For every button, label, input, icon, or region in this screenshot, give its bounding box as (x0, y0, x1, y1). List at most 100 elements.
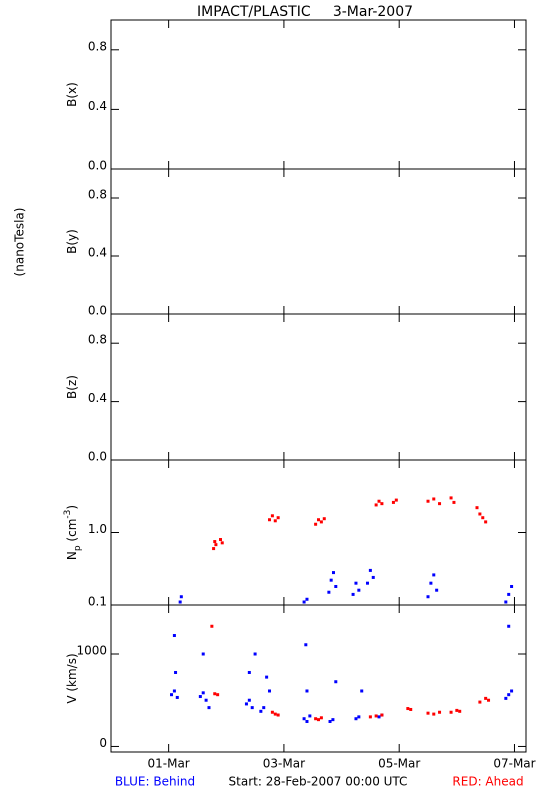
data-point (302, 717, 306, 721)
data-point (210, 624, 214, 628)
data-point (429, 581, 433, 585)
data-point (328, 719, 332, 723)
y-axis-label: B(x) (65, 82, 79, 107)
data-point (250, 706, 254, 710)
chart-title: IMPACT/PLASTIC 3-Mar-2007 (197, 4, 413, 20)
data-point (507, 693, 511, 697)
data-point (478, 700, 482, 704)
data-point (253, 652, 257, 656)
data-point (305, 597, 309, 601)
data-point (305, 689, 309, 693)
data-point (438, 710, 442, 714)
data-point (334, 680, 338, 684)
data-point (377, 715, 381, 719)
data-point (304, 643, 308, 647)
start-label: Start: 28-Feb-2007 00:00 UTC (229, 775, 408, 789)
data-point (327, 590, 331, 594)
data-point (276, 713, 280, 717)
data-point (170, 693, 174, 697)
data-point (273, 519, 277, 523)
data-point (504, 696, 508, 700)
data-point (391, 500, 395, 504)
y-tick-label: 0.8 (88, 39, 107, 53)
data-point (365, 581, 369, 585)
data-point (268, 518, 272, 522)
data-point (179, 595, 183, 599)
data-point (213, 540, 217, 544)
data-point (201, 652, 205, 656)
data-point (510, 689, 514, 693)
data-point (314, 717, 318, 721)
legend-label: RED: Ahead (452, 775, 523, 789)
y-axis-label: Np (cm-3) (63, 505, 83, 560)
y-tick-label: 0.4 (88, 99, 107, 113)
data-point (175, 695, 179, 699)
y-axis-label: B(z) (65, 375, 79, 399)
data-point (265, 675, 269, 679)
y-axis-label-part: V (km/s) (65, 653, 79, 703)
data-point (302, 600, 306, 604)
data-point (449, 710, 453, 714)
y-axis-label-part: ) (65, 505, 79, 510)
legend-label: BLUE: Behind (115, 775, 195, 789)
data-point (172, 689, 176, 693)
data-point (406, 707, 410, 711)
data-point (371, 575, 375, 579)
data-point (305, 719, 309, 723)
data-point (172, 634, 176, 638)
data-point (319, 716, 323, 720)
y-axis-label-part: (cm (65, 519, 79, 546)
y-tick-label: 0.4 (88, 246, 107, 260)
data-point (262, 706, 266, 710)
data-point (426, 499, 430, 503)
y-tick-label: 0.0 (88, 304, 107, 318)
y-axis-label: B(y) (65, 229, 79, 254)
data-point (198, 695, 202, 699)
data-point (247, 698, 251, 702)
data-point (484, 696, 488, 700)
data-point (435, 588, 439, 592)
data-point (178, 600, 182, 604)
plot-frame (110, 168, 527, 315)
y-tick-label: 0.8 (88, 188, 107, 202)
x-tick-label: 05-Mar (378, 757, 420, 771)
plot-frame (110, 459, 527, 606)
data-point (357, 715, 361, 719)
data-point (220, 541, 224, 545)
data-point (481, 516, 485, 520)
data-point (276, 516, 280, 520)
data-point (174, 670, 178, 674)
data-point (331, 718, 335, 722)
data-point (510, 584, 514, 588)
data-point (319, 520, 323, 524)
data-point (354, 581, 358, 585)
data-point (507, 624, 511, 628)
data-point (270, 710, 274, 714)
data-point (432, 712, 436, 716)
y-axis-label-part: B(x) (65, 82, 79, 107)
data-point (507, 592, 511, 596)
data-point (334, 584, 338, 588)
x-tick-label: 03-Mar (263, 757, 305, 771)
data-point (432, 573, 436, 577)
data-point (504, 600, 508, 604)
data-point (213, 692, 217, 696)
data-point (270, 514, 274, 518)
unit-label: (nanoTesla) (13, 208, 27, 277)
data-point (374, 503, 378, 507)
data-point (308, 714, 312, 718)
data-point (438, 502, 442, 506)
y-axis-label-part: N (65, 551, 79, 560)
data-point (455, 708, 459, 712)
data-point (244, 702, 248, 706)
data-point (212, 547, 216, 551)
data-point (458, 709, 462, 713)
data-point (354, 717, 358, 721)
data-point (259, 709, 263, 713)
y-tick-label: 0.4 (88, 391, 107, 405)
data-point (214, 543, 218, 547)
data-point (487, 698, 491, 702)
data-point (449, 496, 453, 500)
y-tick-label: 0.8 (88, 333, 107, 347)
